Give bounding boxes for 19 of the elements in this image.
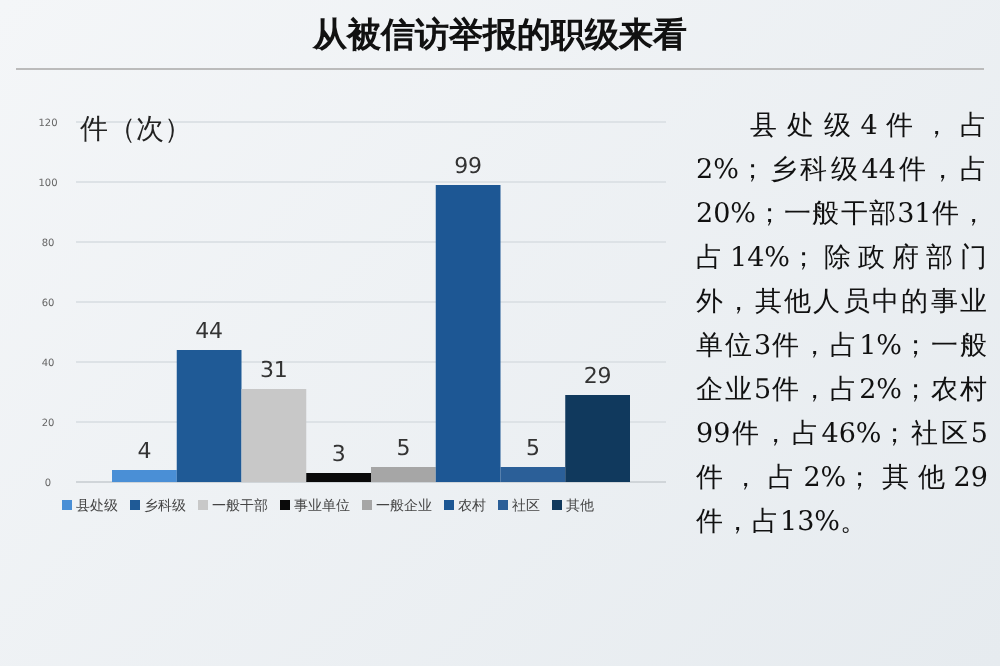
data-label: 31: [259, 357, 288, 383]
data-label: 99: [454, 153, 483, 179]
bar: [112, 470, 177, 482]
bar: [500, 467, 566, 482]
data-label: 5: [396, 435, 411, 461]
bar: [371, 467, 436, 482]
data-label: 5: [525, 435, 540, 461]
bar: [565, 395, 630, 482]
data-label: 3: [331, 441, 346, 467]
data-label: 44: [195, 318, 224, 344]
text: 县处级4件，占2%；乡科级44件，占20%；一般干部31件，占14%；除政府部门外，其他人员中的事业单位3件，占1%；一般企业5件，占2%；农村99件，占46%；社区5件，占2%；其他29件，占13%。: [696, 110, 988, 538]
bar: [241, 389, 307, 482]
data-label: 4: [137, 438, 152, 464]
y-axis-title: 件（次）: [80, 114, 192, 146]
bar: [176, 350, 242, 482]
bar: [435, 185, 501, 482]
data-label: 29: [583, 363, 612, 389]
bar: [306, 473, 371, 482]
chart-title: 从被信访举报的职级来看: [310, 14, 689, 58]
